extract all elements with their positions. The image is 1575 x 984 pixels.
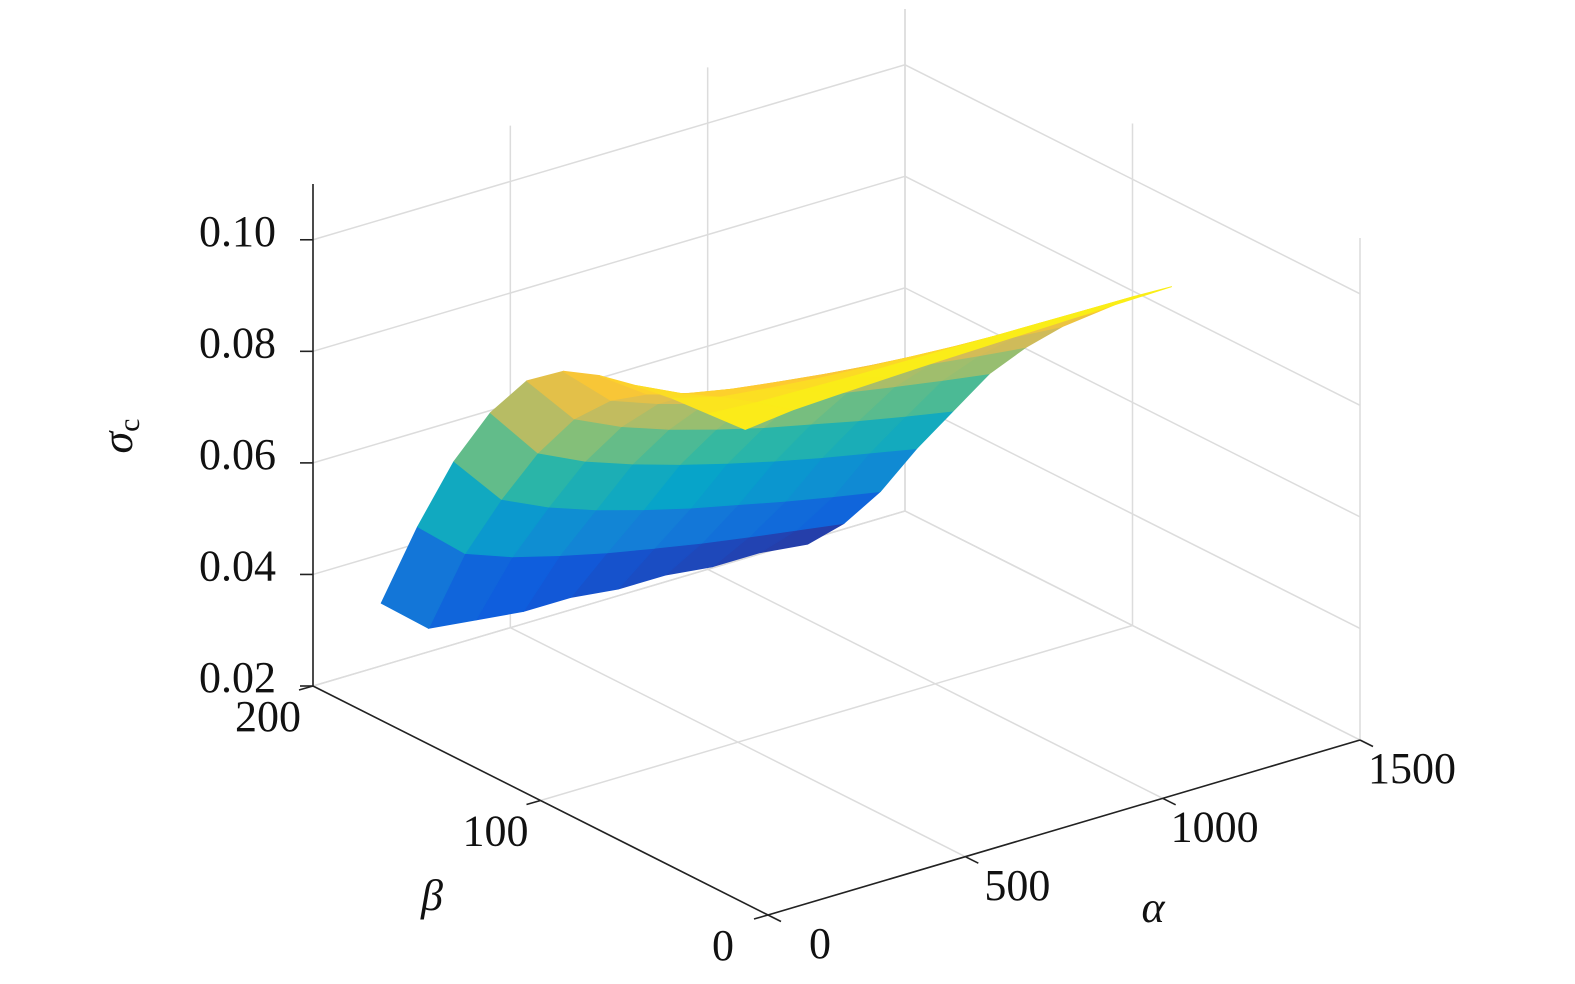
y-tick-label: 200 — [235, 692, 301, 741]
surface — [380, 286, 1172, 629]
surface-patch — [708, 402, 794, 430]
y-tick — [526, 799, 541, 806]
x-axis-label: α — [1141, 883, 1165, 932]
x-tick-label: 0 — [809, 919, 831, 968]
y-tick-label: 100 — [463, 807, 529, 856]
grid-line — [312, 287, 906, 464]
z-axis-label: σc — [93, 418, 146, 453]
grid-line — [904, 398, 1361, 630]
x-tick-label: 1000 — [1171, 802, 1259, 851]
x-tick — [767, 914, 782, 923]
x-tick-label: 500 — [984, 861, 1050, 910]
grid-line — [904, 175, 1361, 407]
grid-line — [312, 64, 906, 241]
x-axis-line — [767, 739, 1361, 916]
z-tick-label: 0.10 — [199, 207, 276, 256]
grid-line — [904, 287, 1361, 518]
x-tick — [1359, 739, 1374, 748]
z-tick-label: 0.08 — [199, 318, 276, 367]
z-tick-label: 0.06 — [199, 430, 276, 479]
grid-line — [312, 175, 906, 353]
x-tick — [1162, 797, 1177, 806]
grid-line — [540, 624, 1133, 802]
y-tick-label: 0 — [712, 921, 734, 970]
y-axis-label: β — [420, 871, 443, 920]
x-tick-label: 1500 — [1368, 744, 1456, 793]
grid-line — [904, 510, 1361, 741]
x-tick — [964, 855, 979, 864]
z-tick-label: 0.02 — [199, 653, 276, 702]
surface-patch — [1039, 301, 1125, 324]
grid-line — [904, 64, 1361, 295]
z-tick-label: 0.04 — [199, 542, 276, 591]
y-tick — [753, 914, 769, 920]
z-label-subscript: c — [113, 418, 146, 431]
z-label-symbol: σ — [93, 430, 142, 454]
